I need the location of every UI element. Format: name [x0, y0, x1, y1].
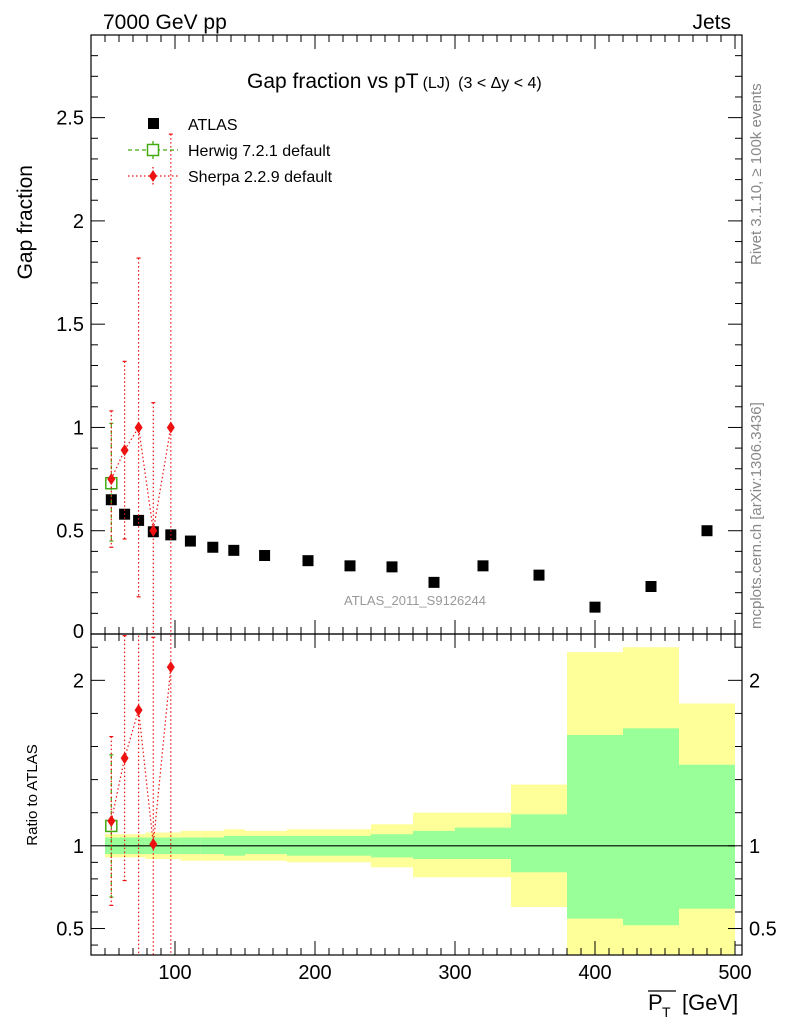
band-inner-14: [511, 814, 567, 873]
atlas-point-7: [228, 544, 240, 556]
atlas-point-2: [133, 514, 145, 526]
x-axis-label: P T [GeV]: [648, 990, 738, 1020]
sherpa-ratio-point-1: [120, 752, 129, 765]
atlas-point-9: [302, 555, 314, 567]
bottom-frame: [90, 633, 743, 956]
atlas-point-17: [701, 525, 713, 537]
atlas-point-6: [207, 541, 219, 553]
band-inner-13: [455, 827, 511, 860]
top-ytick-label-1: 1: [73, 417, 84, 439]
atlas-point-11: [386, 561, 398, 573]
atlas-point-15: [589, 601, 601, 613]
xtick-label-4: 500: [718, 962, 751, 984]
legend-herwig-label: Herwig 7.2.1 default: [188, 143, 331, 160]
xtick-label-0: 100: [158, 962, 191, 984]
sherpa-ratio-point-4: [166, 661, 175, 674]
xtick-label-3: 400: [578, 962, 611, 984]
sherpa-top-point-0: [107, 473, 116, 486]
atlas-point-8: [259, 550, 271, 562]
xtick-label-1: 200: [298, 962, 331, 984]
sherpa-ratio-point-0: [107, 814, 116, 827]
legend-herwig-marker: [146, 143, 160, 157]
band-inner-17: [679, 764, 735, 909]
atlas-point-16: [645, 580, 657, 592]
bottom-ytick-label-right-0: 0.5: [749, 919, 777, 941]
header-jets: Jets: [692, 11, 731, 34]
atlas-point-5: [184, 535, 196, 547]
chart-title: Gap fraction vs pT (LJ) (3 < Δy < 4): [247, 70, 542, 93]
top-ytick-label-2: 1.5: [56, 314, 84, 336]
top-ytick-label-3: 2: [73, 211, 84, 233]
x-axis-label-sub: T: [662, 1004, 671, 1020]
atlas-point-10: [344, 560, 356, 572]
x-axis-label-p: P: [648, 990, 663, 1015]
legend-atlas-label: ATLAS: [188, 117, 238, 134]
top-ytick-label-0: 0.5: [56, 521, 84, 543]
sherpa-top-point-2: [134, 421, 143, 434]
bottom-ytick-label-left-0: 0.5: [56, 919, 84, 941]
sherpa-top-point-4: [166, 421, 175, 434]
bottom-ytick-label-right-1: 1: [749, 836, 760, 858]
legend: ATLAS Herwig 7.2.1 default Sherpa 2.2.9 …: [128, 117, 333, 186]
sherpa-top-point-1: [120, 444, 129, 457]
atlas-point-12: [428, 576, 440, 588]
sherpa-ratio-point-3: [149, 838, 158, 851]
top-ylabel: Gap fraction: [14, 165, 37, 279]
xtick-label-2: 300: [438, 962, 471, 984]
header-energy: 7000 GeV pp: [103, 11, 227, 34]
band-inner-15: [567, 734, 623, 919]
watermark: ATLAS_2011_S9126244: [344, 593, 486, 608]
band-inner-12: [413, 830, 455, 860]
bottom-ytick-label-left-2: 2: [73, 670, 84, 692]
band-inner-8: [245, 835, 287, 855]
legend-sherpa-marker: [149, 170, 157, 182]
bottom-ylabel: Ratio to ATLAS: [24, 744, 41, 845]
top-ytick-label-zero: 0: [73, 621, 84, 643]
atlas-point-14: [533, 569, 545, 581]
legend-atlas-marker: [148, 118, 159, 129]
bottom-ytick-label-left-1: 1: [73, 836, 84, 858]
sherpa-top-line: [110, 425, 172, 531]
rivet-label: Rivet 3.1.10, ≥ 100k events: [748, 83, 765, 265]
bottom-ytick-label-right-2: 2: [749, 670, 760, 692]
band-inner-16: [623, 728, 679, 926]
mcplots-label: mcplots.cern.ch [arXiv:1306.3436]: [748, 402, 765, 629]
sherpa-top-point-3: [149, 524, 158, 537]
atlas-point-13: [477, 560, 489, 572]
top-ytick-label-4: 2.5: [56, 108, 84, 130]
sherpa-ratio-line: [110, 667, 172, 845]
x-axis-label-unit: [GeV]: [682, 990, 738, 1015]
legend-sherpa-label: Sherpa 2.2.9 default: [188, 169, 333, 186]
sherpa-ratio-point-2: [134, 704, 143, 717]
